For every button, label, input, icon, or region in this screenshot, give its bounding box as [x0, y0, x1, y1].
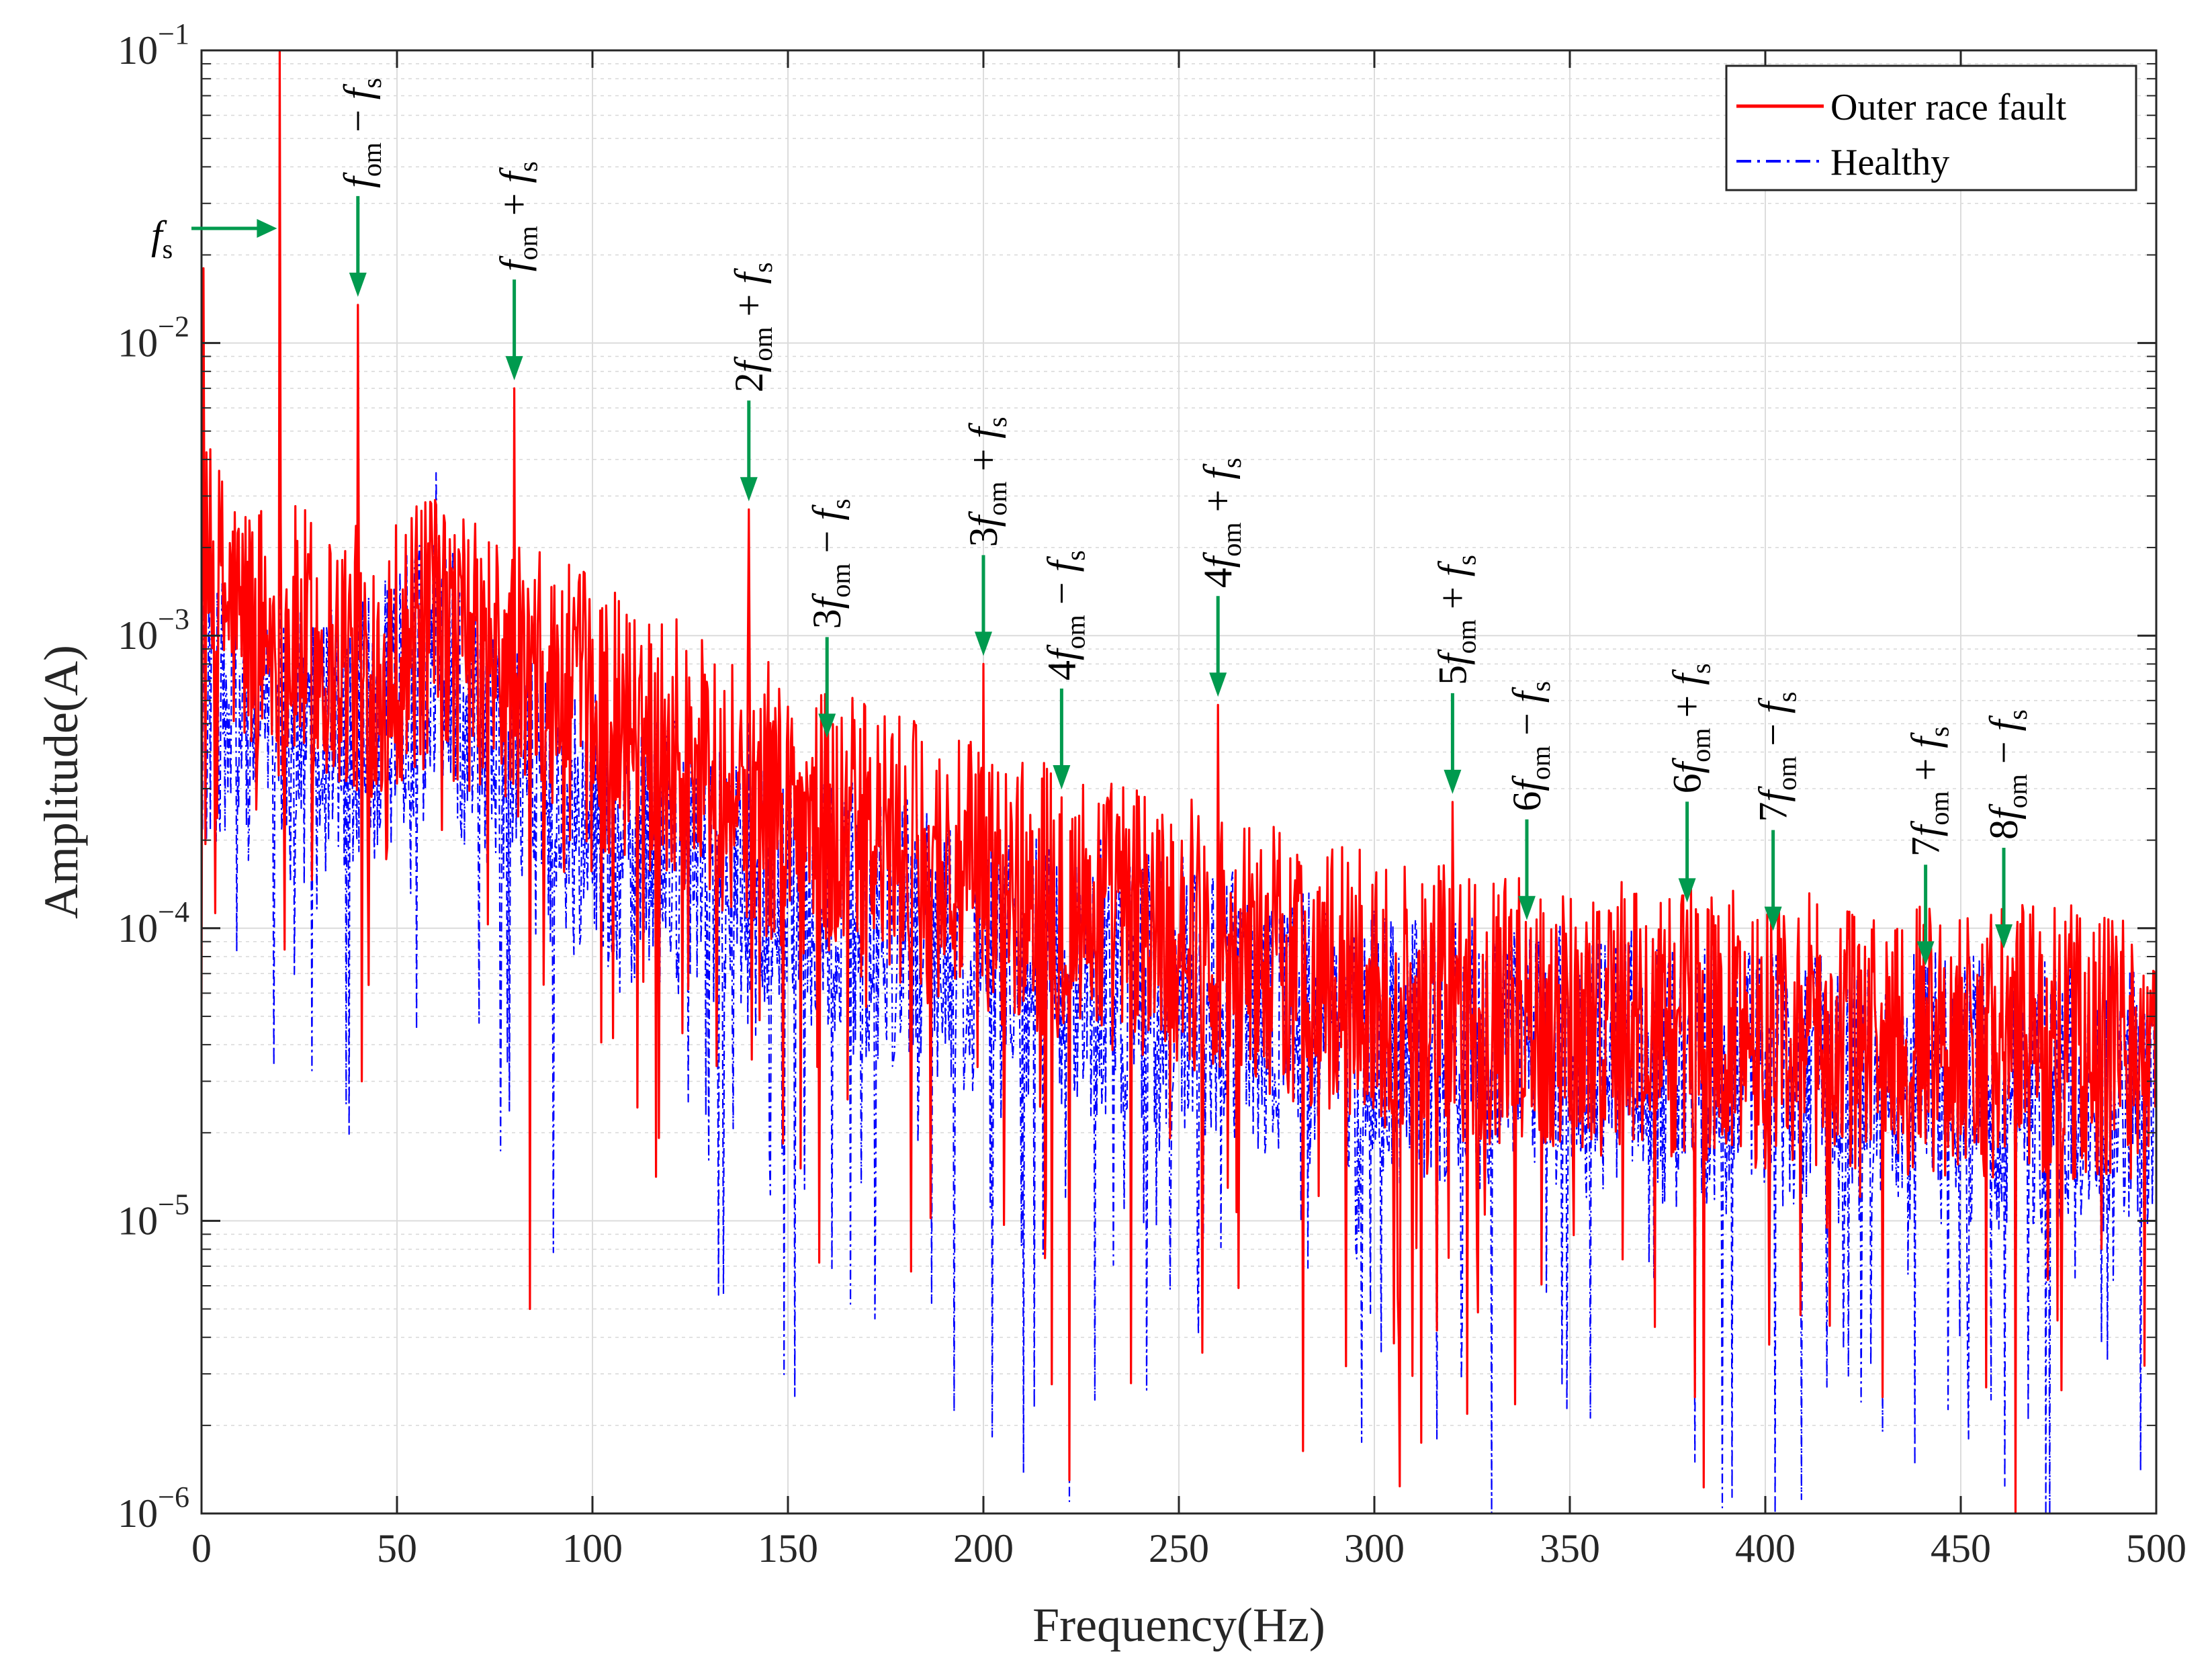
y-tick-labels: 10−6 10−5 10−4 10−3 10−2 10−1 [118, 17, 189, 1536]
annotation-arrow-head [740, 477, 758, 502]
annotation-label: 7fom − fs [1751, 692, 1802, 822]
annotation-label: 4fom + fs [1196, 457, 1247, 588]
x-tick-label: 400 [1735, 1526, 1796, 1571]
annotation-arrow-head [1053, 765, 1071, 790]
x-axis-title: Frequency(Hz) [1032, 1598, 1325, 1652]
x-tick-label: 350 [1540, 1526, 1600, 1571]
annotation-label: 7fom + fs [1904, 726, 1955, 856]
annotation-label: 5fom + fs [1430, 555, 1481, 685]
annotation-arrow-head [1764, 906, 1782, 931]
x-tick-label: 100 [562, 1526, 623, 1571]
annotation-arrow-head [1916, 941, 1935, 966]
annotation-label: 6fom + fs [1665, 663, 1716, 793]
series-outer-race-fault [202, 50, 2156, 1513]
annotation-arrow-head [1678, 878, 1696, 903]
annotation-arrow-head [1209, 672, 1227, 697]
annotation-label: 3fom − fs [805, 498, 856, 629]
x-tick-label: 200 [953, 1526, 1014, 1571]
y-axis-title: Amplitude(A) [34, 645, 88, 919]
annotation-label: fom − fs [336, 78, 387, 188]
annotation-label: 6fom − fs [1505, 681, 1556, 811]
y-tick-label: 10−2 [118, 310, 189, 365]
x-tick-labels: 0 50 100 150 200 250 300 350 400 450 500 [191, 1526, 2186, 1571]
x-tick-label: 500 [2126, 1526, 2186, 1571]
y-tick-label: 10−3 [118, 603, 189, 658]
series-layer [202, 50, 2156, 1513]
annotation-arrow-head [1517, 895, 1536, 920]
x-tick-label: 150 [758, 1526, 818, 1571]
annotation-arrow-head [349, 272, 367, 297]
x-tick-label: 250 [1149, 1526, 1209, 1571]
annotation-arrow-head [505, 356, 523, 381]
legend-box [1725, 64, 2137, 191]
annotation-arrow-head [1995, 924, 2013, 949]
annotation-arrow-head [1444, 769, 1462, 794]
y-tick-label: 10−4 [118, 895, 189, 951]
x-tick-label: 50 [377, 1526, 417, 1571]
annotation-arrow-head [975, 631, 992, 656]
annotation-label: 8fom − fs [1982, 709, 2033, 840]
y-tick-label: 10−6 [118, 1481, 189, 1536]
legend-label-healthy: Healthy [1830, 142, 1949, 183]
x-tick-label: 300 [1344, 1526, 1405, 1571]
x-tick-label: 450 [1931, 1526, 1991, 1571]
annotation-label: 2fom + fs [727, 262, 778, 392]
x-tick-label: 0 [191, 1526, 212, 1571]
annotation-arrow-head [257, 219, 277, 238]
legend-label-fault: Outer race fault [1830, 87, 2067, 128]
annotation-label: 4fom − fs [1039, 550, 1090, 680]
legend: Outer race fault Healthy [1725, 64, 2137, 191]
axis-ticks [200, 49, 2158, 1515]
annotation-arrow-head [818, 713, 836, 738]
annotation-label: 3fom + fs [961, 417, 1012, 547]
y-tick-label: 10−1 [118, 17, 189, 73]
y-tick-label: 10−5 [118, 1188, 189, 1243]
